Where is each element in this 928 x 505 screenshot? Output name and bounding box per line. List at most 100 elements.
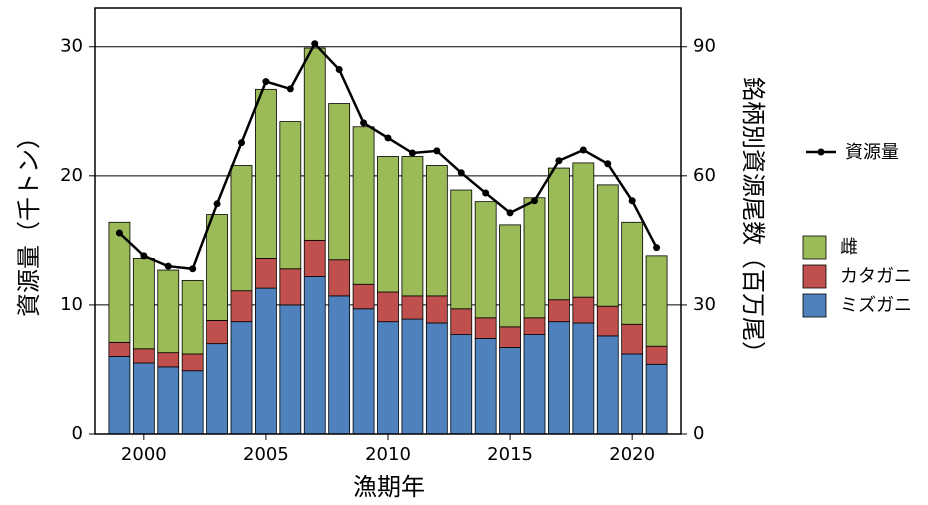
- bar-segment: [377, 156, 399, 293]
- bar-segment: [474, 338, 497, 435]
- bar-segment: [157, 366, 180, 435]
- bar-segment: [401, 295, 424, 320]
- x-tick-label: 2000: [121, 444, 167, 465]
- bar-segment: [132, 362, 155, 435]
- legend-swatch: [802, 293, 827, 318]
- bar-segment: [621, 323, 644, 355]
- bar-segment: [596, 184, 619, 307]
- y2-tick-label: 60: [693, 165, 716, 186]
- x-tick-label: 2020: [609, 444, 655, 465]
- bar-segment: [181, 370, 204, 435]
- bar-segment: [621, 221, 644, 325]
- line-point: [531, 197, 538, 205]
- bar-segment: [377, 321, 399, 435]
- bar-segment: [596, 335, 619, 435]
- y-tick-label: 0: [72, 423, 83, 444]
- bar-segment: [230, 290, 253, 323]
- bar-segment: [132, 348, 155, 364]
- bar-segment: [303, 239, 326, 277]
- bar-segment: [645, 345, 668, 365]
- line-point: [628, 197, 636, 205]
- y2-tick-label: 30: [693, 294, 716, 315]
- bar-segment: [157, 352, 180, 368]
- line-point: [482, 189, 490, 197]
- bar-segment: [279, 268, 302, 306]
- line-point: [335, 66, 343, 74]
- bar-segment: [572, 162, 595, 298]
- line-point: [164, 262, 172, 270]
- line-point: [653, 244, 661, 252]
- bar-segment: [499, 224, 521, 328]
- bar-segment: [645, 363, 668, 435]
- bar-segment: [621, 353, 644, 435]
- bar-segment: [401, 318, 424, 435]
- line-point: [140, 252, 148, 260]
- line-point: [384, 134, 392, 142]
- bar-segment: [401, 156, 424, 297]
- line-point: [457, 169, 465, 177]
- bar-segment: [157, 269, 180, 354]
- y-tick-label: 20: [60, 165, 83, 186]
- bar-segment: [450, 308, 473, 336]
- bar-segment: [328, 295, 351, 435]
- line-point: [262, 78, 270, 86]
- y-tick-label: 30: [60, 36, 83, 57]
- bar-segment: [108, 356, 131, 435]
- bar-segment: [206, 343, 228, 435]
- line-point: [433, 147, 441, 155]
- bar-segment: [425, 295, 448, 324]
- line-point: [238, 139, 245, 147]
- bar-segment: [523, 317, 546, 335]
- bar-segment: [328, 103, 351, 261]
- legend-swatch: [802, 235, 827, 260]
- bar-segment: [425, 165, 448, 297]
- line-point: [213, 200, 221, 208]
- bar-segment: [548, 167, 570, 301]
- bar-segment: [206, 319, 228, 345]
- bar-segment: [474, 317, 497, 339]
- bar-segment: [596, 305, 619, 337]
- bar-segment: [303, 276, 326, 435]
- bar-segment: [450, 189, 473, 310]
- line-point: [115, 229, 123, 237]
- bar-segment: [523, 197, 546, 319]
- bar-segment: [279, 304, 302, 435]
- bar-segment: [303, 47, 326, 241]
- bar-segment: [572, 322, 595, 435]
- line-point: [506, 209, 514, 217]
- bar-segment: [352, 126, 375, 285]
- bar-segment: [255, 258, 277, 289]
- bar-segment: [132, 258, 155, 350]
- bar-segment: [523, 334, 546, 435]
- line-point: [286, 85, 294, 93]
- legend-label: ミズガニ: [840, 295, 912, 316]
- legend-label: カタガニ: [840, 266, 912, 287]
- bar-segment: [108, 221, 131, 343]
- bar-segment: [499, 347, 521, 435]
- bar-segment: [548, 321, 570, 435]
- bar-segment: [108, 341, 131, 357]
- x-tick-label: 2010: [365, 444, 411, 465]
- bar-segment: [377, 291, 399, 323]
- bar-segment: [572, 296, 595, 324]
- line-point: [604, 160, 612, 168]
- bar-segment: [206, 214, 228, 321]
- y2-tick-label: 0: [693, 423, 704, 444]
- bar-segment: [474, 201, 497, 319]
- y2-tick-label: 90: [693, 36, 716, 57]
- bar-segment: [450, 334, 473, 435]
- bar-segment: [352, 283, 375, 310]
- y-axis-label: 資源量（千トン）: [15, 125, 43, 317]
- bar-segment: [255, 287, 277, 435]
- y-tick-label: 10: [60, 294, 83, 315]
- line-point: [189, 265, 197, 273]
- bar-segment: [425, 322, 448, 435]
- y2-axis-label: 銘柄別資源尾数（百万尾）: [739, 77, 767, 365]
- bar-segment: [181, 353, 204, 372]
- line-point: [311, 40, 319, 48]
- legend-swatch: [802, 264, 827, 289]
- bar-segment: [279, 121, 302, 270]
- x-tick-label: 2005: [243, 444, 289, 465]
- x-tick-label: 2015: [487, 444, 533, 465]
